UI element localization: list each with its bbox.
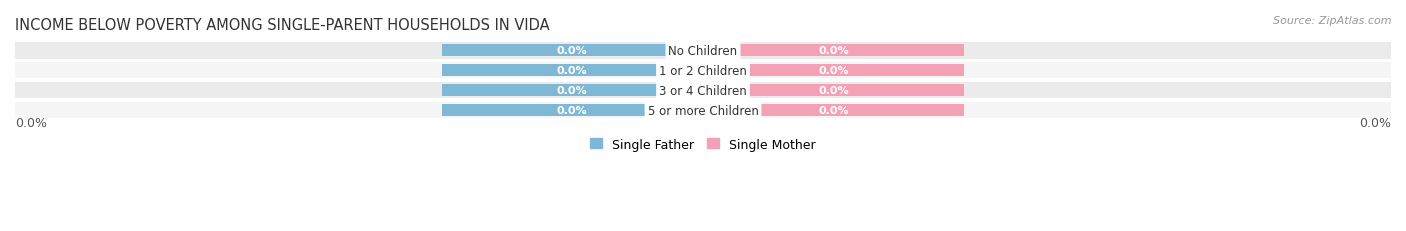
Text: 0.0%: 0.0%: [818, 46, 849, 56]
Bar: [15, 83, 1391, 99]
Text: No Children: No Children: [668, 45, 738, 58]
Text: 0.0%: 0.0%: [818, 86, 849, 96]
Bar: [441, 65, 703, 77]
Bar: [441, 85, 703, 97]
Legend: Single Father, Single Mother: Single Father, Single Mother: [585, 133, 821, 156]
Text: 0.0%: 0.0%: [557, 106, 588, 116]
Text: 5 or more Children: 5 or more Children: [648, 104, 758, 117]
Text: 0.0%: 0.0%: [557, 66, 588, 76]
Text: 0.0%: 0.0%: [818, 66, 849, 76]
Text: 0.0%: 0.0%: [818, 106, 849, 116]
Bar: [15, 43, 1391, 59]
Bar: [703, 105, 965, 117]
Text: 0.0%: 0.0%: [1360, 116, 1391, 129]
Bar: [15, 63, 1391, 79]
Text: INCOME BELOW POVERTY AMONG SINGLE-PARENT HOUSEHOLDS IN VIDA: INCOME BELOW POVERTY AMONG SINGLE-PARENT…: [15, 18, 550, 32]
Bar: [703, 45, 965, 57]
Text: 0.0%: 0.0%: [557, 86, 588, 96]
Bar: [441, 105, 703, 117]
Text: 3 or 4 Children: 3 or 4 Children: [659, 84, 747, 97]
Text: 0.0%: 0.0%: [15, 116, 46, 129]
Bar: [703, 65, 965, 77]
Bar: [15, 103, 1391, 119]
Bar: [441, 45, 703, 57]
Text: 0.0%: 0.0%: [557, 46, 588, 56]
Bar: [703, 85, 965, 97]
Text: 1 or 2 Children: 1 or 2 Children: [659, 64, 747, 77]
Text: Source: ZipAtlas.com: Source: ZipAtlas.com: [1274, 16, 1392, 26]
